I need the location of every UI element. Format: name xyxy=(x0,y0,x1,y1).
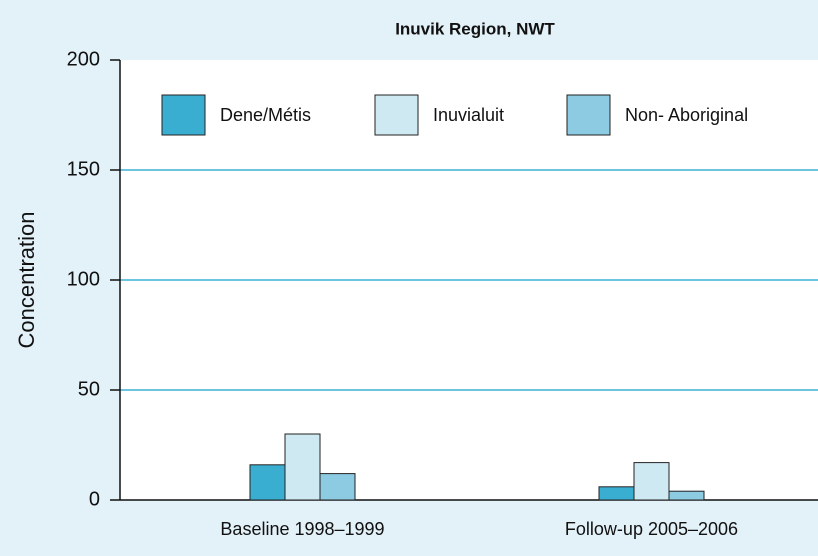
bar xyxy=(249,464,286,501)
bar xyxy=(598,486,635,501)
legend-swatch xyxy=(566,94,611,136)
legend-label: Non- Aboriginal xyxy=(625,105,748,125)
y-tick-label: 100 xyxy=(67,268,100,290)
y-tick-label: 50 xyxy=(78,378,100,400)
chart-title: Inuvik Region, NWT xyxy=(395,19,555,38)
bar xyxy=(319,473,356,501)
legend-swatch xyxy=(374,94,419,136)
legend-label: Dene/Métis xyxy=(220,105,311,125)
legend-label: Inuvialuit xyxy=(433,105,504,125)
y-axis-label: Concentration xyxy=(14,212,39,349)
bar xyxy=(633,462,670,501)
y-tick-label: 150 xyxy=(67,158,100,180)
bar xyxy=(668,490,705,501)
bar xyxy=(284,433,321,501)
y-tick-label: 200 xyxy=(67,48,100,70)
x-tick-label: Baseline 1998–1999 xyxy=(220,519,384,539)
legend-swatch xyxy=(161,94,206,136)
x-tick-label: Follow-up 2005–2006 xyxy=(565,519,738,539)
y-tick-label: 0 xyxy=(89,488,100,510)
